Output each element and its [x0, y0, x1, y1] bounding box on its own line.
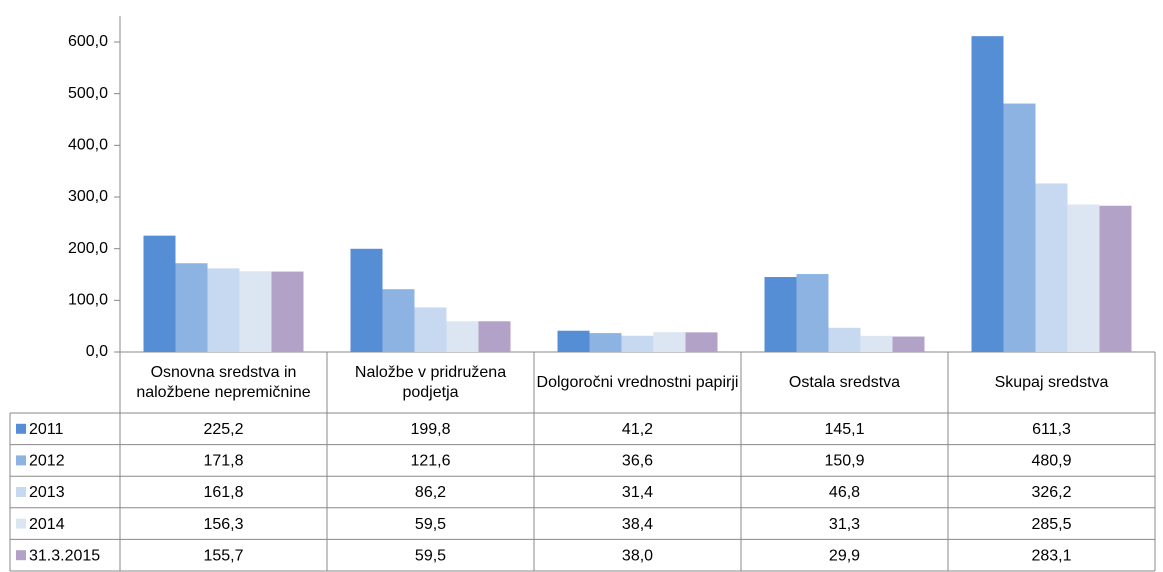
table-value: 145,1 — [824, 421, 864, 438]
bar — [1067, 204, 1100, 352]
x-tick-label: Osnovna sredstva in naložbene nepremični… — [136, 363, 311, 401]
bar — [207, 268, 240, 352]
table-value: 46,8 — [829, 484, 860, 501]
bar — [685, 332, 718, 352]
x-tick-label-box: Naložbe v pridružena podjetja — [354, 363, 507, 401]
table-value: 38,0 — [622, 547, 653, 564]
table-value: 31,3 — [829, 516, 860, 533]
x-tick-label: Ostala sredstva — [788, 373, 901, 391]
bar — [382, 289, 415, 352]
table-value: 59,5 — [415, 547, 446, 564]
y-tick-label: 0,0 — [86, 343, 108, 360]
table-value: 36,6 — [622, 453, 653, 470]
legend-label: 2011 — [29, 421, 64, 438]
bar — [557, 330, 590, 352]
table-value: 611,3 — [1032, 421, 1071, 438]
y-tick-label: 100,0 — [68, 292, 108, 309]
table-value: 171,8 — [203, 453, 243, 470]
bar — [589, 333, 622, 352]
bar — [350, 248, 383, 352]
bar — [239, 271, 272, 352]
table-value: 86,2 — [415, 484, 446, 501]
x-tick-label-box: Skupaj sredstva — [994, 373, 1109, 391]
table-value: 480,9 — [1031, 453, 1071, 470]
table-value: 155,7 — [203, 547, 243, 564]
legend-swatch — [16, 423, 26, 434]
table-value: 283,1 — [1031, 547, 1071, 564]
bar — [1003, 103, 1036, 352]
y-tick-label: 500,0 — [68, 85, 108, 102]
table-value: 199,8 — [410, 421, 450, 438]
bar — [860, 335, 893, 352]
bar — [143, 235, 176, 352]
bar — [764, 277, 797, 352]
legend-label: 31.3.2015 — [29, 547, 100, 564]
legend-swatch — [16, 487, 26, 497]
x-tick-label: Dolgoročni vrednostni papirji — [536, 373, 739, 391]
legend-label: 2012 — [29, 453, 65, 470]
bar — [892, 336, 925, 352]
bar — [175, 263, 208, 352]
bar — [621, 335, 654, 352]
legend-swatch — [16, 518, 26, 529]
y-tick-label: 300,0 — [68, 188, 108, 205]
bar — [271, 271, 304, 352]
bar — [828, 327, 861, 352]
x-tick-label: Naložbe v pridružena podjetja — [354, 363, 507, 401]
y-tick-label: 600,0 — [68, 33, 108, 50]
table-value: 156,3 — [203, 516, 243, 533]
table-value: 150,9 — [824, 453, 864, 470]
x-tick-label: Skupaj sredstva — [994, 373, 1109, 391]
bar — [478, 321, 511, 352]
bar — [971, 36, 1004, 352]
x-tick-label-box: Osnovna sredstva in naložbene nepremični… — [136, 363, 311, 401]
y-tick-label: 200,0 — [68, 240, 108, 257]
bar — [414, 307, 447, 352]
bar — [1035, 183, 1068, 352]
legend-label: 2014 — [29, 516, 65, 533]
y-tick-label: 400,0 — [68, 137, 108, 154]
table-value: 38,4 — [622, 516, 653, 533]
legend-swatch — [16, 550, 26, 561]
x-tick-label-box: Dolgoročni vrednostni papirji — [536, 373, 739, 391]
table-value: 121,6 — [410, 453, 450, 470]
table-value: 31,4 — [622, 484, 653, 501]
legend-swatch — [16, 455, 26, 466]
table-value: 326,2 — [1031, 484, 1071, 501]
legend-label: 2013 — [29, 484, 65, 501]
table-value: 225,2 — [203, 421, 243, 438]
bar — [1099, 205, 1132, 352]
bar — [653, 332, 686, 352]
x-tick-label-box: Ostala sredstva — [788, 373, 901, 391]
bar — [796, 274, 829, 352]
table-value: 29,9 — [829, 547, 860, 564]
table-value: 59,5 — [415, 516, 446, 533]
table-value: 41,2 — [622, 421, 653, 438]
bar — [446, 321, 479, 352]
table-value: 161,8 — [203, 484, 243, 501]
table-value: 285,5 — [1031, 516, 1071, 533]
